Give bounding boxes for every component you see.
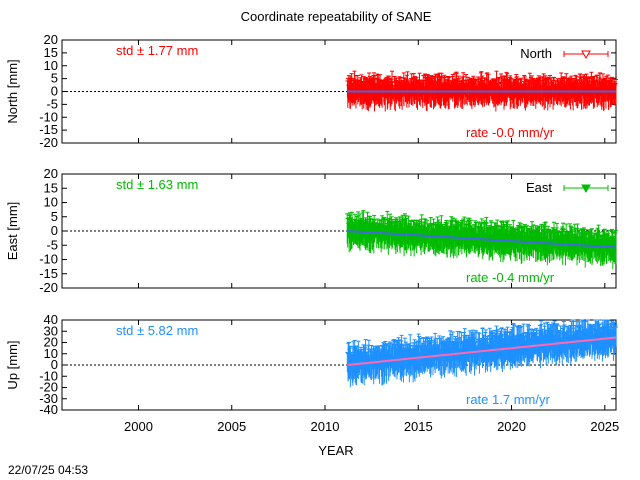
y-tick-label: -5 xyxy=(46,237,58,252)
y-tick-label: -20 xyxy=(39,135,58,150)
y-tick-label: 20 xyxy=(44,166,58,181)
legend-label: North xyxy=(520,46,552,61)
trend-line xyxy=(347,336,617,366)
y-tick-label: 10 xyxy=(44,58,58,73)
y-tick-label: -40 xyxy=(39,402,58,417)
trend-line xyxy=(347,230,617,249)
std-label: std ± 1.77 mm xyxy=(116,43,198,58)
series-north xyxy=(345,70,618,112)
rate-label: rate -0.4 mm/yr xyxy=(466,270,555,285)
x-tick-label: 2015 xyxy=(404,419,433,434)
series-up xyxy=(345,319,619,388)
rate-label: rate -0.0 mm/yr xyxy=(466,125,555,140)
y-tick-label: 20 xyxy=(44,32,58,47)
x-axis: 2000 2005 2010 2015 2020 2025 xyxy=(124,419,619,434)
std-label: std ± 1.63 mm xyxy=(116,177,198,192)
y-tick-label: 20 xyxy=(44,335,58,350)
x-tick-label: 2010 xyxy=(311,419,340,434)
y-axis-label: Up [mm] xyxy=(5,340,20,389)
y-tick-label: -20 xyxy=(39,380,58,395)
y-tick-label: 10 xyxy=(44,195,58,210)
x-tick-label: 2020 xyxy=(497,419,526,434)
y-tick-label: 0 xyxy=(51,357,58,372)
y-tick-label: 15 xyxy=(44,180,58,195)
legend-symbol xyxy=(563,184,609,194)
legend-label: East xyxy=(526,180,552,195)
y-tick-label: -5 xyxy=(46,96,58,111)
x-tick-label: 2005 xyxy=(217,419,246,434)
rate-label: rate 1.7 mm/yr xyxy=(466,392,550,407)
y-tick-label: 15 xyxy=(44,45,58,60)
x-tick-label: 2025 xyxy=(590,419,619,434)
chart-title: Coordinate repeatability of SANE xyxy=(241,9,432,24)
y-tick-label: 5 xyxy=(51,209,58,224)
legend-marker xyxy=(581,184,591,194)
y-tick-label: -15 xyxy=(39,266,58,281)
y-tick-label: 40 xyxy=(44,312,58,327)
y-tick-label: 0 xyxy=(51,223,58,238)
legend-marker xyxy=(581,50,591,60)
y-tick-label: 0 xyxy=(51,84,58,99)
y-tick-label: 5 xyxy=(51,71,58,86)
y-tick-label: 30 xyxy=(44,323,58,338)
y-tick-label: -10 xyxy=(39,368,58,383)
y-axis-label: East [mm] xyxy=(5,202,20,261)
y-tick-label: -30 xyxy=(39,391,58,406)
x-tick-label: 2000 xyxy=(124,419,153,434)
timestamp: 22/07/25 04:53 xyxy=(8,463,88,477)
y-tick-label: -20 xyxy=(39,280,58,295)
y-axis-label: North [mm] xyxy=(5,59,20,123)
legend-symbol xyxy=(563,50,609,60)
x-axis-label: YEAR xyxy=(318,443,353,458)
std-label: std ± 5.82 mm xyxy=(116,323,198,338)
y-tick-label: 10 xyxy=(44,346,58,361)
y-tick-label: -10 xyxy=(39,109,58,124)
y-tick-label: -15 xyxy=(39,122,58,137)
y-tick-label: -10 xyxy=(39,252,58,267)
